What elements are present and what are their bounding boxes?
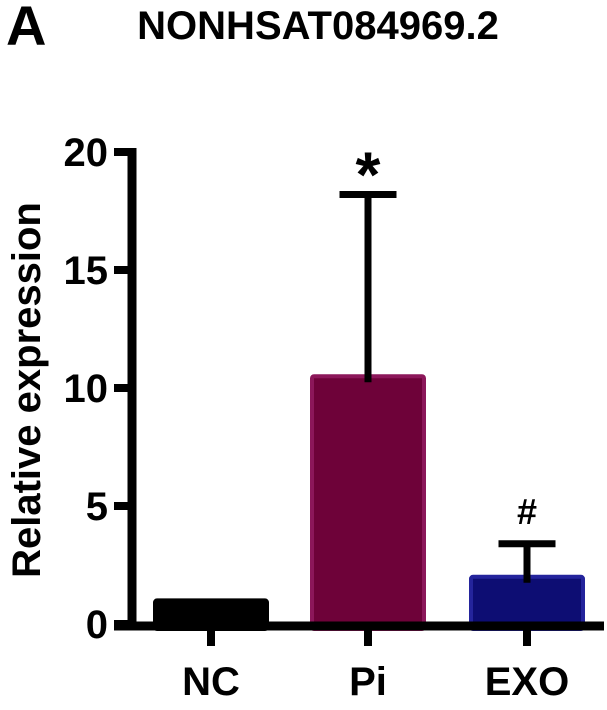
category-label-nc: NC [182,660,240,704]
panel-label: A [6,0,46,57]
y-tick-label: 15 [64,249,109,293]
category-label-pi: Pi [349,660,387,704]
y-tick-label: 20 [64,131,109,175]
plot-area: 0 5 10 15 20 NC * Pi # EXO [64,131,604,704]
significance-hash: # [517,491,537,532]
bar-pi [310,374,426,632]
bar-exo [469,574,585,631]
y-tick-label: 0 [86,603,108,647]
y-tick-label: 10 [64,367,109,411]
category-label-exo: EXO [485,660,569,704]
y-tick-label: 5 [86,485,108,529]
y-axis-label: Relative expression [5,202,49,578]
significance-star: * [356,138,381,210]
chart-title: NONHSAT084969.2 [137,4,499,48]
